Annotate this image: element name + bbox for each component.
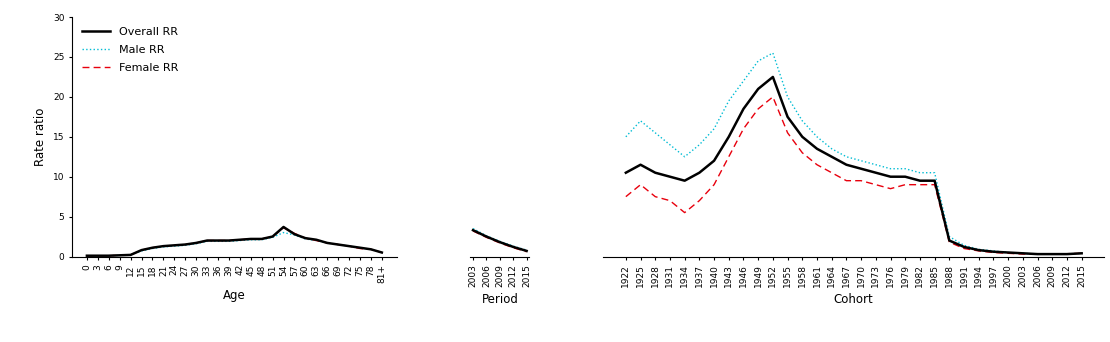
X-axis label: Age: Age bbox=[223, 289, 245, 302]
X-axis label: Cohort: Cohort bbox=[834, 293, 874, 306]
X-axis label: Period: Period bbox=[482, 292, 518, 305]
Y-axis label: Rate ratio: Rate ratio bbox=[34, 108, 48, 166]
Legend: Overall RR, Male RR, Female RR: Overall RR, Male RR, Female RR bbox=[78, 23, 183, 77]
